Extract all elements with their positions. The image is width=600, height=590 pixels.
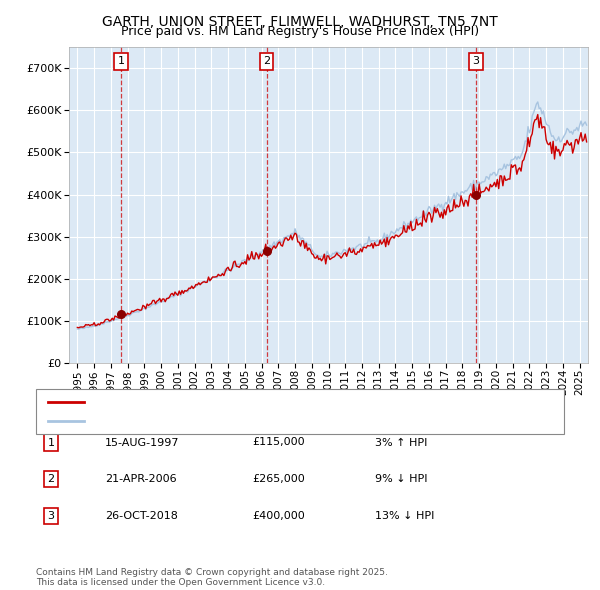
- Text: £265,000: £265,000: [252, 474, 305, 484]
- Text: 9% ↓ HPI: 9% ↓ HPI: [375, 474, 427, 484]
- Text: Contains HM Land Registry data © Crown copyright and database right 2025.
This d: Contains HM Land Registry data © Crown c…: [36, 568, 388, 587]
- Text: £400,000: £400,000: [252, 511, 305, 520]
- Text: GARTH, UNION STREET, FLIMWELL, WADHURST, TN5 7NT: GARTH, UNION STREET, FLIMWELL, WADHURST,…: [102, 15, 498, 29]
- Text: 3: 3: [473, 57, 479, 67]
- Text: 13% ↓ HPI: 13% ↓ HPI: [375, 511, 434, 520]
- Text: £115,000: £115,000: [252, 438, 305, 447]
- Text: 1: 1: [47, 438, 55, 447]
- Text: Price paid vs. HM Land Registry's House Price Index (HPI): Price paid vs. HM Land Registry's House …: [121, 25, 479, 38]
- Text: 3: 3: [47, 511, 55, 520]
- Text: 2: 2: [47, 474, 55, 484]
- Text: 1: 1: [118, 57, 125, 67]
- Text: HPI: Average price, detached house, Rother: HPI: Average price, detached house, Roth…: [93, 417, 320, 426]
- Text: 2: 2: [263, 57, 270, 67]
- Text: 26-OCT-2018: 26-OCT-2018: [105, 511, 178, 520]
- Text: GARTH, UNION STREET, FLIMWELL, WADHURST, TN5 7NT (detached house): GARTH, UNION STREET, FLIMWELL, WADHURST,…: [93, 397, 483, 407]
- Text: 21-APR-2006: 21-APR-2006: [105, 474, 176, 484]
- Text: 15-AUG-1997: 15-AUG-1997: [105, 438, 179, 447]
- Text: 3% ↑ HPI: 3% ↑ HPI: [375, 438, 427, 447]
